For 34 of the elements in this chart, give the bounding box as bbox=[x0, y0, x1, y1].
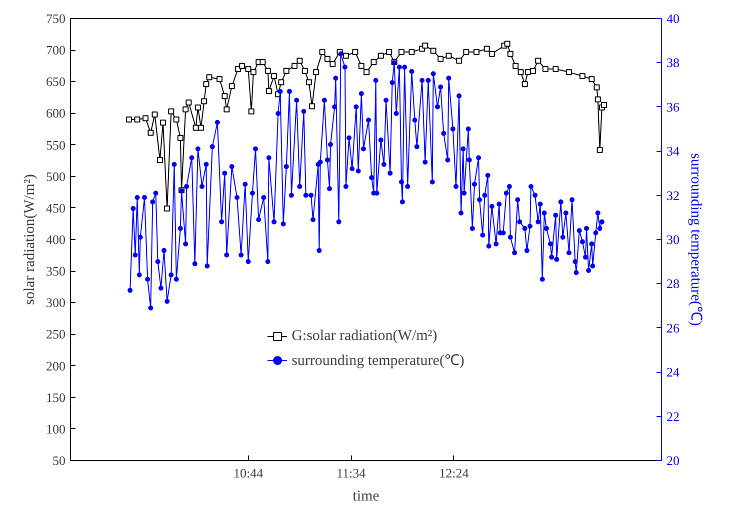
x-tick-label: 11:34 bbox=[336, 466, 366, 480]
y-tick-label: 50 bbox=[52, 453, 66, 468]
y-tick-label: 100 bbox=[46, 421, 66, 436]
x-tick-label: 12:24 bbox=[439, 466, 470, 480]
y2-tick-label: 40 bbox=[666, 11, 680, 26]
y2-tick-label: 30 bbox=[666, 232, 680, 247]
y-tick-label: 750 bbox=[46, 11, 66, 26]
y-tick-label: 500 bbox=[46, 168, 66, 184]
x-axis-title: time bbox=[352, 488, 380, 504]
y2-tick-label: 32 bbox=[666, 188, 680, 203]
y2-axis-title: surrounding temperature(℃) bbox=[688, 153, 704, 326]
y-tick-label: 600 bbox=[46, 106, 66, 121]
y2-tick-label: 34 bbox=[666, 144, 680, 159]
legend-label: G:solar radiation(W/m²) bbox=[292, 328, 438, 344]
y-tick-label: 400 bbox=[46, 232, 66, 247]
y2-tick-label: 20 bbox=[666, 453, 680, 468]
y2-tick-label: 22 bbox=[666, 408, 680, 424]
y-tick-label: 250 bbox=[46, 326, 66, 342]
y-tick-label: 700 bbox=[46, 42, 66, 58]
y-tick-label: 150 bbox=[46, 390, 66, 405]
y2-tick-label: 28 bbox=[666, 276, 680, 292]
y2-tick-label: 26 bbox=[666, 320, 680, 336]
y2-tick-label: 38 bbox=[666, 55, 680, 70]
y-tick-label: 550 bbox=[46, 137, 66, 152]
y-tick-label: 300 bbox=[46, 295, 66, 310]
y-tick-label: 350 bbox=[46, 264, 66, 279]
legend-label: surrounding temperature(℃) bbox=[292, 352, 464, 370]
y-axis-title: solar radiation(W/m²) bbox=[22, 174, 38, 305]
y-tick-label: 650 bbox=[46, 74, 66, 90]
x-tick-label: 10:44 bbox=[233, 466, 264, 480]
y-tick-label: 450 bbox=[46, 200, 66, 216]
y-tick-label: 200 bbox=[46, 358, 66, 374]
y2-tick-label: 36 bbox=[666, 99, 680, 114]
y2-tick-label: 24 bbox=[666, 364, 680, 380]
